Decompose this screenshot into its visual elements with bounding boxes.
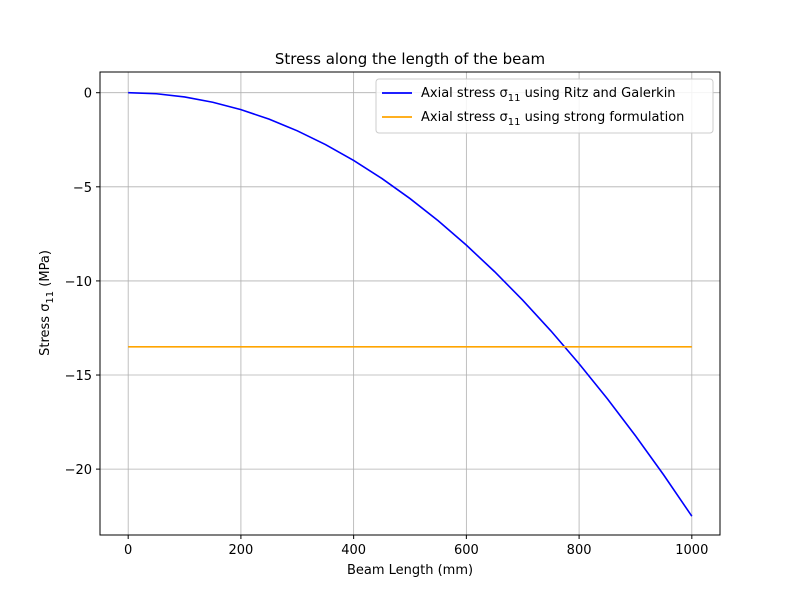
y-axis-ticks: 0 −5 −10 −15 −20 xyxy=(65,87,100,478)
legend-entry-ritz-galerkin-prefix: Axial stress σ xyxy=(421,86,508,101)
series-line-ritz-galerkin xyxy=(128,91,693,517)
legend: Axial stress σ11 using Ritz and Galerkin… xyxy=(375,78,714,134)
legend-entry-ritz-galerkin: Axial stress σ11 using Ritz and Galerkin xyxy=(421,86,676,104)
y-tick-label: −20 xyxy=(65,463,92,478)
y-axis-label-subscript: 11 xyxy=(45,291,56,304)
grid-lines xyxy=(100,72,720,535)
series-lines xyxy=(128,91,693,517)
legend-entry-strong-formulation: Axial stress σ11 using strong formulatio… xyxy=(421,110,684,128)
chart-title: Stress along the length of the beam xyxy=(275,50,545,68)
x-axis-label: Beam Length (mm) xyxy=(347,563,473,578)
y-tick-label: 0 xyxy=(84,87,92,102)
legend-entry-strong-formulation-subscript: 11 xyxy=(508,117,521,128)
x-tick-label: 1000 xyxy=(675,543,708,558)
x-tick-label: 0 xyxy=(124,543,132,558)
y-axis-label: Stress σ11 (MPa) xyxy=(38,250,56,356)
legend-entry-strong-formulation-suffix: using strong formulation xyxy=(521,110,685,125)
y-tick-label: −5 xyxy=(73,181,92,196)
y-axis-label-suffix: (MPa) xyxy=(38,250,53,291)
x-tick-label: 800 xyxy=(567,543,592,558)
y-tick-label: −10 xyxy=(65,275,92,290)
x-tick-label: 200 xyxy=(228,543,253,558)
legend-box xyxy=(375,78,714,134)
y-tick-label: −15 xyxy=(65,369,92,384)
x-tick-label: 400 xyxy=(341,543,366,558)
legend-entry-ritz-galerkin-suffix: using Ritz and Galerkin xyxy=(521,86,676,101)
x-axis-ticks: 0 200 400 600 800 1000 xyxy=(124,535,708,558)
legend-entry-strong-formulation-prefix: Axial stress σ xyxy=(421,110,508,125)
plot-area-frame xyxy=(99,71,721,536)
x-tick-label: 600 xyxy=(454,543,479,558)
y-axis-label-prefix: Stress σ xyxy=(38,304,53,356)
legend-entry-ritz-galerkin-subscript: 11 xyxy=(508,93,521,104)
